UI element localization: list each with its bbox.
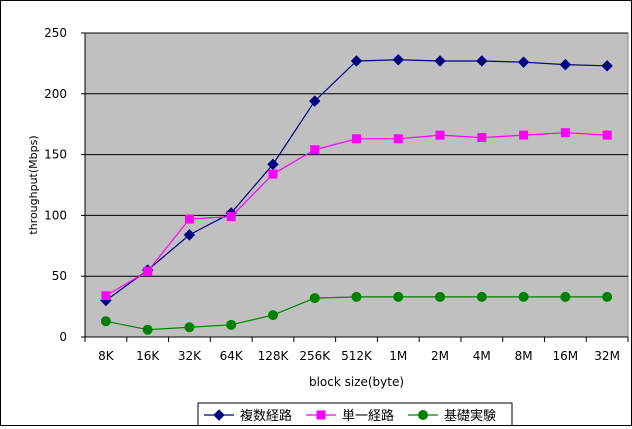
data-point-s2-16K: [143, 266, 153, 276]
legend-marker-3: [418, 410, 428, 420]
x-tick-label: 64K: [220, 349, 244, 363]
data-point-s3-8K: [100, 316, 111, 327]
data-point-s1-8M: [517, 56, 530, 68]
data-point-s2-512K: [352, 134, 361, 144]
data-point-s3-2M: [435, 291, 446, 302]
x-tick-label: 512K: [341, 349, 373, 363]
data-point-s1-512K: [350, 55, 363, 67]
x-tick-label: 128K: [258, 349, 290, 363]
data-point-s2-8M: [519, 130, 529, 140]
x-tick-label: 4M: [473, 349, 491, 363]
data-point-s3-16K: [142, 324, 153, 335]
x-tick-label: 32K: [178, 349, 202, 363]
plot-area: [84, 32, 629, 338]
data-point-s3-256K: [309, 293, 320, 304]
data-point-s1-256K: [309, 95, 321, 107]
y-tick-label: 200: [44, 87, 67, 101]
y-tick-label: 50: [52, 269, 67, 283]
data-point-s3-4M: [476, 291, 487, 302]
data-point-s1-128K: [267, 158, 279, 171]
x-tick-label: 8M: [515, 349, 533, 363]
x-tick-label: 32M: [594, 349, 620, 363]
data-point-s2-8K: [101, 291, 111, 301]
x-tick-label: 256K: [299, 349, 331, 363]
x-tick-label: 1M: [389, 349, 407, 363]
data-point-s2-256K: [310, 145, 320, 155]
y-tick-label: 100: [44, 208, 67, 222]
data-point-s2-1M: [393, 134, 403, 144]
data-point-s1-2M: [434, 55, 446, 67]
data-point-s1-32K: [183, 229, 196, 241]
data-point-s3-128K: [267, 310, 278, 321]
data-point-s1-1M: [392, 54, 404, 66]
legend-label-2: 単一経路: [342, 408, 394, 424]
x-tick-label: 8K: [98, 349, 115, 363]
data-point-s2-32K: [184, 214, 194, 224]
data-point-s2-64K: [226, 212, 236, 222]
x-tick-label: 16K: [136, 349, 160, 363]
y-tick-label: 150: [44, 148, 67, 162]
data-point-s3-512K: [351, 291, 362, 302]
x-tick-label: 2M: [431, 349, 449, 363]
data-point-s1-32M: [601, 60, 613, 72]
legend-marker-2: [316, 410, 326, 420]
data-point-s2-2M: [435, 130, 445, 140]
legend: [197, 402, 513, 428]
data-point-s3-64K: [226, 319, 237, 330]
data-point-s1-4M: [476, 55, 488, 67]
legend-marker-1: [213, 409, 225, 421]
legend-label-1: 複数経路: [240, 408, 292, 424]
data-point-s1-16M: [559, 58, 572, 71]
x-axis-title: block size(byte): [309, 375, 404, 389]
data-point-s3-16M: [560, 291, 571, 302]
data-point-s2-32M: [602, 130, 612, 140]
legend-label-3: 基礎実験: [444, 408, 496, 424]
data-point-s3-32M: [602, 291, 613, 302]
data-point-s3-1M: [393, 291, 404, 302]
y-tick-label: 0: [59, 330, 67, 344]
data-point-s2-128K: [268, 169, 278, 179]
x-tick-label: 16M: [553, 349, 579, 363]
y-axis-title: throughput(Mbps): [27, 135, 40, 234]
data-point-s2-4M: [477, 133, 487, 143]
data-point-s3-8M: [518, 291, 529, 302]
y-tick-label: 250: [44, 26, 67, 40]
data-point-s2-16M: [560, 128, 570, 138]
data-point-s3-32K: [184, 322, 195, 333]
